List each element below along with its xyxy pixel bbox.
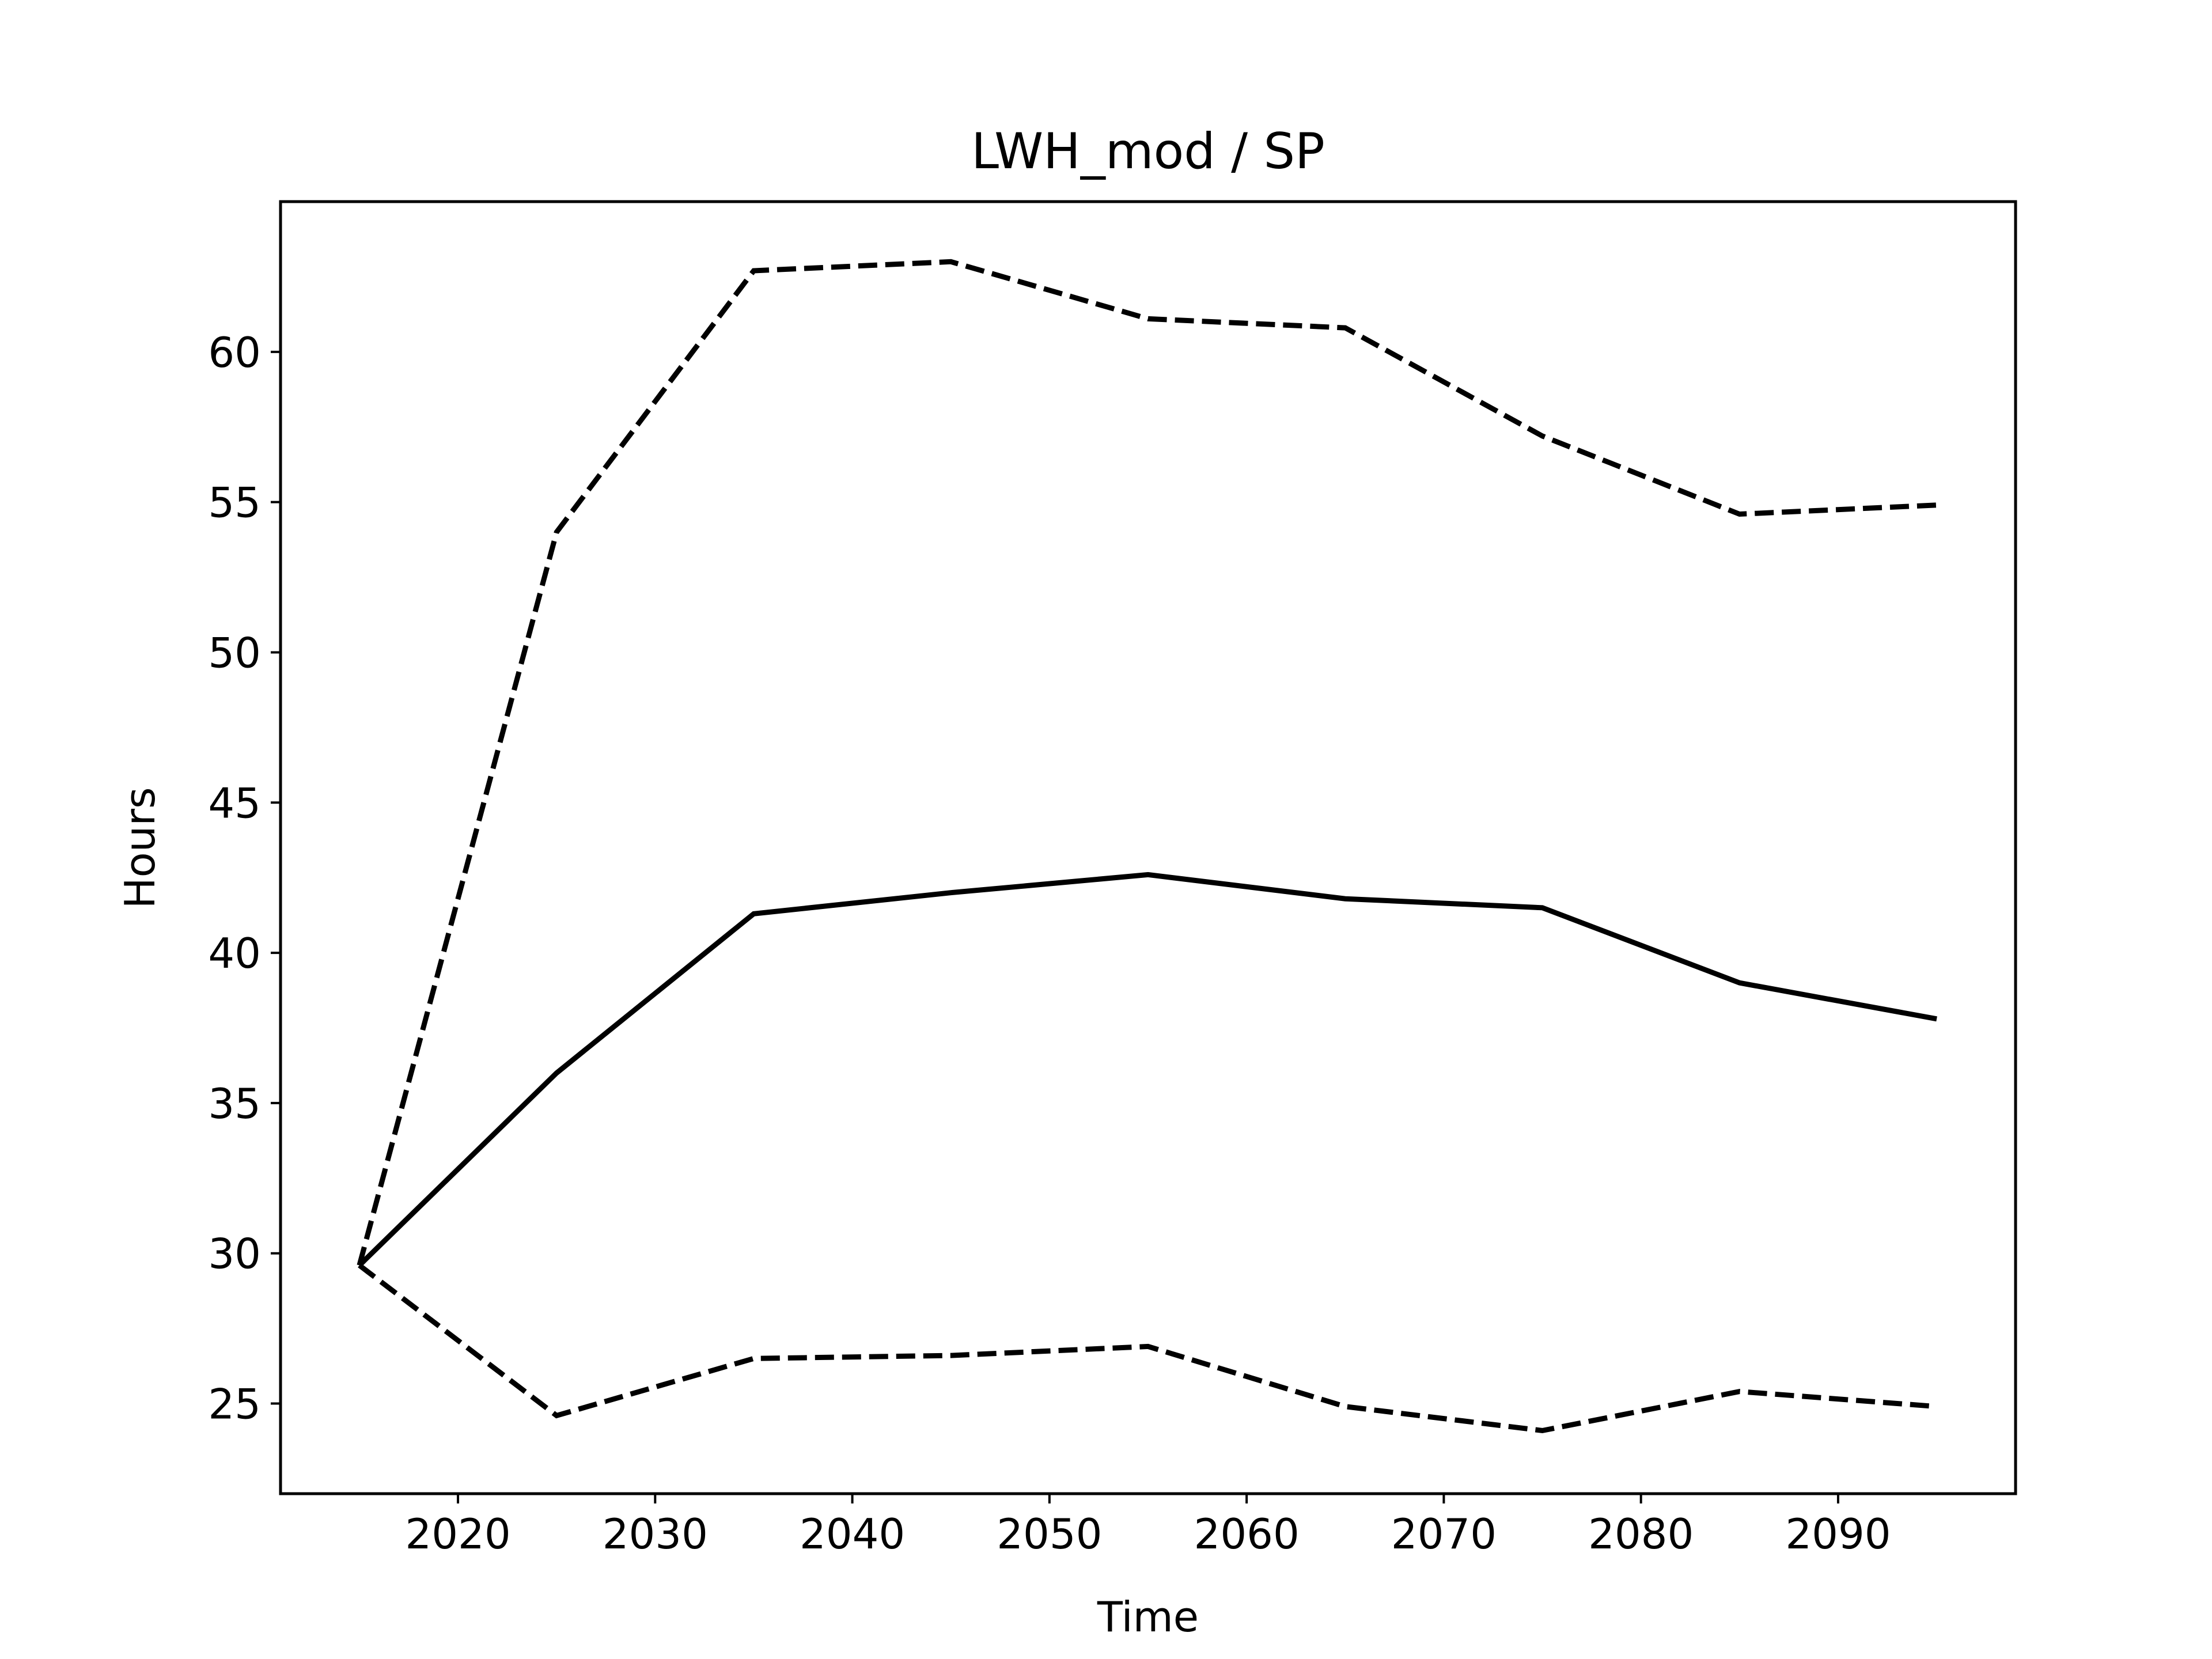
series-line-2 bbox=[357, 259, 1937, 1266]
x-axis-label: Time bbox=[1097, 1593, 1199, 1641]
x-tick-label: 2030 bbox=[603, 1510, 708, 1558]
x-tick-label: 2090 bbox=[1785, 1510, 1891, 1558]
y-tick-label: 50 bbox=[208, 628, 261, 677]
plot-frame bbox=[279, 200, 2017, 1495]
x-tick-label: 2060 bbox=[1194, 1510, 1300, 1558]
y-axis-label: Hours bbox=[116, 787, 164, 909]
x-tick-label: 2050 bbox=[997, 1510, 1102, 1558]
y-tick-label: 55 bbox=[208, 479, 261, 527]
x-tick-label: 2070 bbox=[1391, 1510, 1497, 1558]
x-tick-label: 2080 bbox=[1588, 1510, 1694, 1558]
series-line-1 bbox=[357, 872, 1937, 1267]
x-tick-label: 2040 bbox=[800, 1510, 905, 1558]
plot-area bbox=[357, 259, 1937, 1434]
y-tick-label: 35 bbox=[208, 1080, 261, 1128]
y-tick-label: 30 bbox=[208, 1230, 261, 1278]
y-axis: 25 30 35 40 45 50 55 60 bbox=[208, 328, 281, 1429]
x-axis: 2020 2030 2040 2050 2060 2070 2080 2090 bbox=[405, 1494, 1891, 1558]
y-tick-label: 60 bbox=[208, 328, 261, 377]
y-tick-label: 45 bbox=[208, 779, 261, 827]
y-tick-label: 40 bbox=[208, 929, 261, 978]
y-tick-label: 25 bbox=[208, 1380, 261, 1429]
x-tick-label: 2020 bbox=[405, 1510, 510, 1558]
series-line-3 bbox=[358, 1263, 1937, 1434]
chart-title: LWH_mod / SP bbox=[971, 123, 1325, 180]
